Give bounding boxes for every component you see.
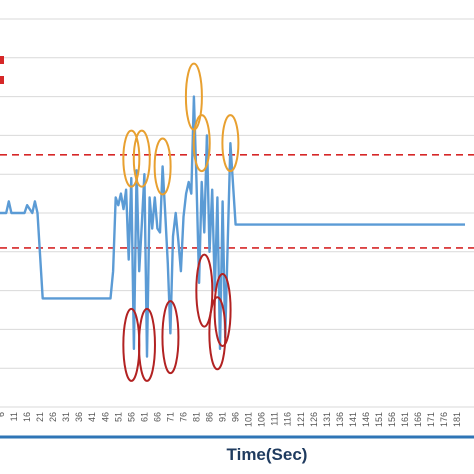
series-line	[0, 95, 465, 358]
annotation-ellipses	[122, 62, 240, 382]
x-tick-label: 36	[74, 412, 84, 422]
x-tick-label: 46	[100, 412, 110, 422]
x-tick-label: 56	[126, 412, 136, 422]
x-tick-label: 116	[283, 412, 293, 426]
x-tick-label: 176	[439, 412, 449, 427]
x-tick-label: 11	[9, 412, 19, 421]
x-tick-label: 131	[322, 412, 332, 427]
x-tick-label: 61	[139, 412, 149, 422]
x-tick-label: 26	[48, 412, 58, 422]
x-tick-label: 16	[22, 412, 32, 422]
x-tick-label: 146	[361, 412, 371, 427]
x-tick-label: 106	[257, 412, 267, 427]
x-tick-label: 166	[413, 412, 423, 427]
annotation-ellipse	[122, 129, 141, 188]
annotation-ellipse	[221, 114, 240, 173]
x-tick-label: 136	[335, 412, 345, 427]
x-tick-label: 76	[179, 412, 189, 422]
x-tick-label: 51	[113, 412, 123, 422]
x-tick-label: 141	[348, 412, 358, 427]
annotation-ellipse	[132, 129, 151, 188]
x-tick-label: 96	[231, 412, 241, 422]
annotation-ellipse	[192, 114, 211, 173]
legend-marker	[0, 76, 4, 84]
x-tick-label: 31	[61, 412, 71, 422]
x-tick-labels: 6111621263136414651566166717681869196101…	[0, 412, 462, 427]
annotation-ellipse	[161, 300, 180, 375]
x-tick-label: 111	[270, 412, 280, 426]
x-tick-label: 6	[0, 412, 6, 417]
x-tick-label: 86	[205, 412, 215, 422]
gridlines	[0, 18, 474, 408]
x-tick-label: 91	[218, 412, 228, 422]
annotation-ellipse	[122, 307, 141, 382]
legend-marker	[0, 56, 4, 64]
annotation-ellipse	[213, 273, 232, 347]
series-layer	[0, 95, 465, 358]
legend-markers	[0, 56, 4, 84]
annotation-ellipse	[153, 137, 172, 196]
reference-lines	[0, 154, 474, 249]
x-tick-label: 171	[426, 412, 436, 427]
x-tick-label: 161	[400, 412, 410, 427]
x-tick-label: 41	[87, 412, 97, 422]
x-tick-label: 81	[192, 412, 202, 422]
x-tick-label: 151	[374, 412, 384, 427]
x-tick-label: 156	[387, 412, 397, 427]
annotation-ellipse	[208, 296, 227, 371]
x-tick-label: 21	[35, 412, 45, 422]
x-tick-label: 181	[452, 412, 462, 427]
x-tick-label: 126	[309, 412, 319, 427]
x-tick-label: 71	[165, 412, 175, 422]
x-tick-label: 101	[244, 412, 254, 427]
x-tick-label: 121	[296, 412, 306, 427]
annotation-ellipse	[137, 307, 156, 382]
x-tick-label: 66	[152, 412, 162, 422]
x-axis-title: Time(Sec)	[227, 445, 308, 464]
annotation-ellipse	[195, 253, 214, 328]
